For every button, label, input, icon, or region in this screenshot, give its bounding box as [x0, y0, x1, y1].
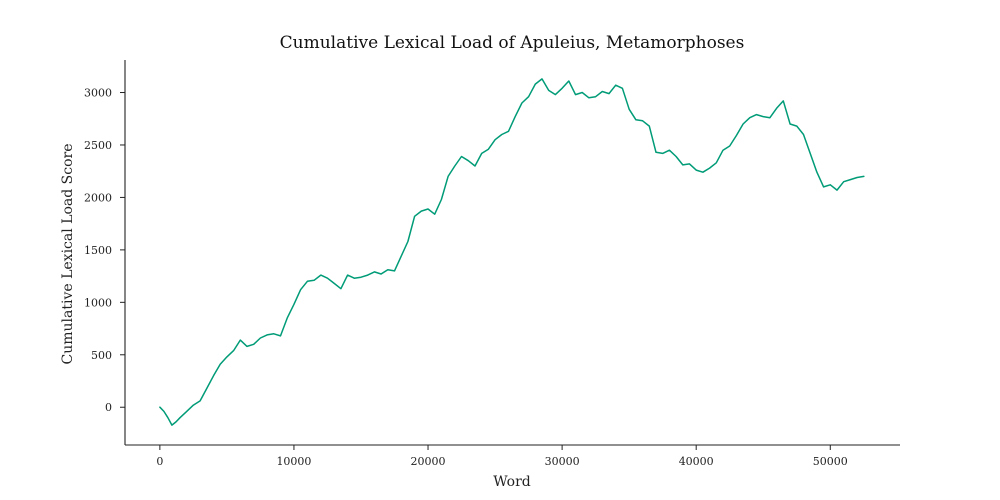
- x-tick-label: 0: [156, 455, 163, 468]
- x-tick-label: 50000: [813, 455, 848, 468]
- x-axis-ticks: 0 10000 20000 30000 40000 50000: [156, 445, 848, 468]
- x-tick-label: 10000: [276, 455, 311, 468]
- x-tick-label: 40000: [679, 455, 714, 468]
- y-tick-label: 2000: [84, 191, 112, 204]
- x-axis-label: Word: [493, 474, 531, 490]
- x-tick-label: 30000: [545, 455, 580, 468]
- y-tick-label: 500: [91, 349, 112, 362]
- chart-title: Cumulative Lexical Load of Apuleius, Met…: [280, 33, 745, 53]
- y-axis-label: Cumulative Lexical Load Score: [60, 144, 76, 365]
- y-tick-label: 1500: [84, 244, 112, 257]
- series-layer: [159, 78, 865, 426]
- y-tick-label: 3000: [84, 87, 112, 100]
- y-tick-label: 1000: [84, 296, 112, 309]
- y-axis-ticks: 0 500 1000 1500 2000 2500 3000: [84, 87, 125, 414]
- plot-area: 0 10000 20000 30000 40000 50000 0 500 1000 1500 2…: [84, 60, 900, 468]
- series-line: [159, 78, 865, 426]
- x-tick-label: 20000: [411, 455, 446, 468]
- y-tick-label: 0: [105, 401, 112, 414]
- y-tick-label: 2500: [84, 139, 112, 152]
